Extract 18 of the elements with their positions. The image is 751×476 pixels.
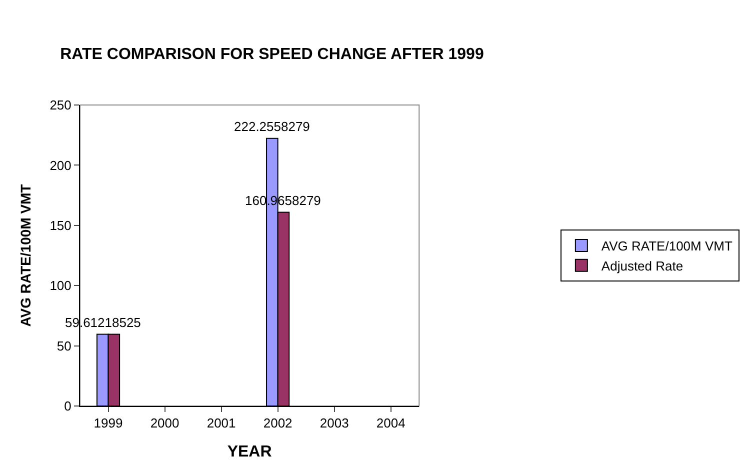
x-tick-label: 2001 bbox=[206, 416, 236, 431]
y-tick-label: 200 bbox=[50, 158, 72, 173]
y-tick-label: 50 bbox=[56, 338, 72, 354]
data-label: 222.2558279 bbox=[234, 119, 310, 134]
x-tick-label: 2003 bbox=[320, 416, 349, 431]
legend-label: AVG RATE/100M VMT bbox=[601, 238, 732, 254]
y-tick-label: 100 bbox=[50, 278, 72, 294]
y-tick-label: 150 bbox=[50, 218, 72, 233]
x-tick-label: 2002 bbox=[263, 416, 292, 431]
y-axis-title: AVG RATE/100M VMT bbox=[17, 184, 34, 327]
x-tick-label: 2000 bbox=[150, 416, 180, 431]
chart-title: RATE COMPARISON FOR SPEED CHANGE AFTER 1999 bbox=[60, 46, 484, 63]
x-axis-title: YEAR bbox=[227, 443, 272, 460]
x-tick-label: 1999 bbox=[94, 416, 123, 431]
x-tick-label: 2004 bbox=[376, 416, 406, 431]
legend-label: Adjusted Rate bbox=[601, 258, 684, 274]
y-tick-label: 250 bbox=[50, 98, 72, 113]
y-tick-label: 0 bbox=[64, 398, 72, 414]
